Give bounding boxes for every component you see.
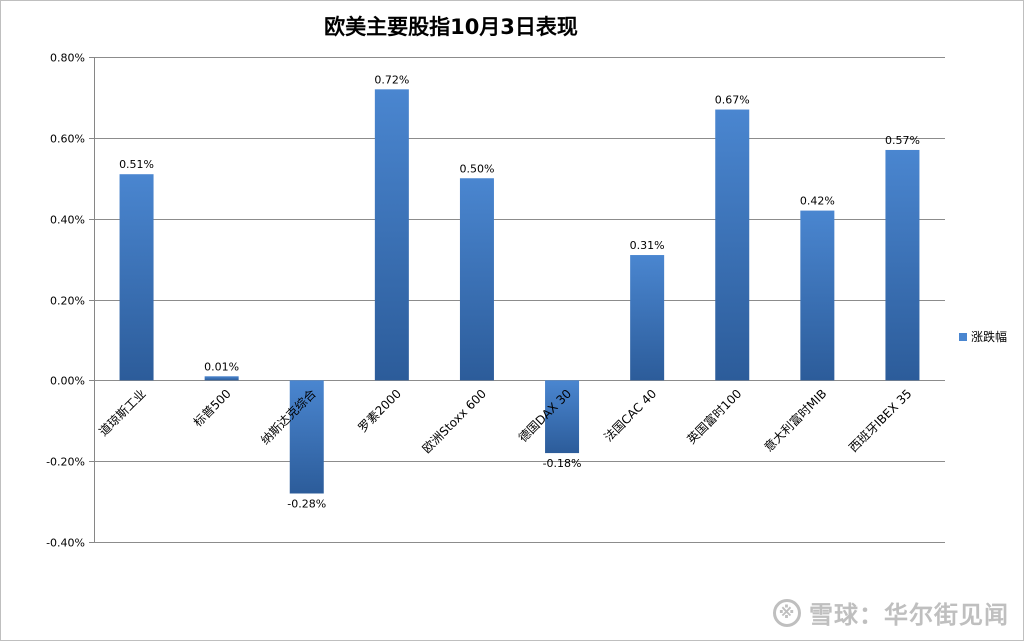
bar (800, 210, 835, 381)
watermark: ※ 雪球：华尔街见闻 (773, 595, 1009, 630)
bar (545, 380, 580, 454)
data-label: 0.50% (459, 162, 494, 175)
category-label: 欧洲Stoxx 600 (420, 387, 489, 456)
category-label: 道琼斯工业 (96, 386, 149, 439)
bar (715, 109, 750, 381)
y-tick-label: 0.60% (50, 133, 85, 146)
y-tick-label: 0.40% (50, 214, 85, 227)
data-label: 0.51% (119, 158, 154, 171)
category-label: 标普500 (191, 387, 234, 430)
y-tick-label: 0.20% (50, 295, 85, 308)
data-label: 0.01% (204, 360, 239, 373)
category-label: 西班牙IBEX 35 (846, 387, 914, 455)
bar (459, 178, 494, 381)
data-label: 0.31% (630, 239, 665, 252)
bar (204, 376, 239, 381)
legend-label: 涨跌幅 (971, 329, 1007, 344)
y-tick-label: -0.40% (46, 537, 85, 550)
watermark-text: 雪球：华尔街见闻 (809, 601, 1009, 629)
data-label: -0.18% (543, 457, 582, 470)
data-label: 0.42% (800, 195, 835, 208)
legend-swatch (959, 333, 967, 341)
bar (885, 149, 920, 381)
category-label: 罗素2000 (356, 387, 404, 435)
data-label: 0.72% (374, 73, 409, 86)
data-label: 0.67% (715, 94, 750, 107)
data-label: -0.28% (287, 498, 326, 511)
y-tick-label: -0.20% (46, 456, 85, 469)
category-label: 法国CAC 40 (601, 387, 659, 445)
category-label: 意大利富时MIB (761, 386, 830, 455)
category-label: 英国富时100 (684, 386, 745, 447)
bar (630, 255, 665, 381)
y-tick-label: 0.80% (50, 52, 85, 65)
chart-title: 欧美主要股指10月3日表现 (324, 15, 578, 39)
snowball-logo-icon: ※ (773, 598, 801, 627)
y-tick-label: 0.00% (50, 375, 85, 388)
bar (374, 89, 409, 381)
data-label: 0.57% (885, 134, 920, 147)
bar (289, 380, 324, 494)
bar (119, 174, 154, 381)
